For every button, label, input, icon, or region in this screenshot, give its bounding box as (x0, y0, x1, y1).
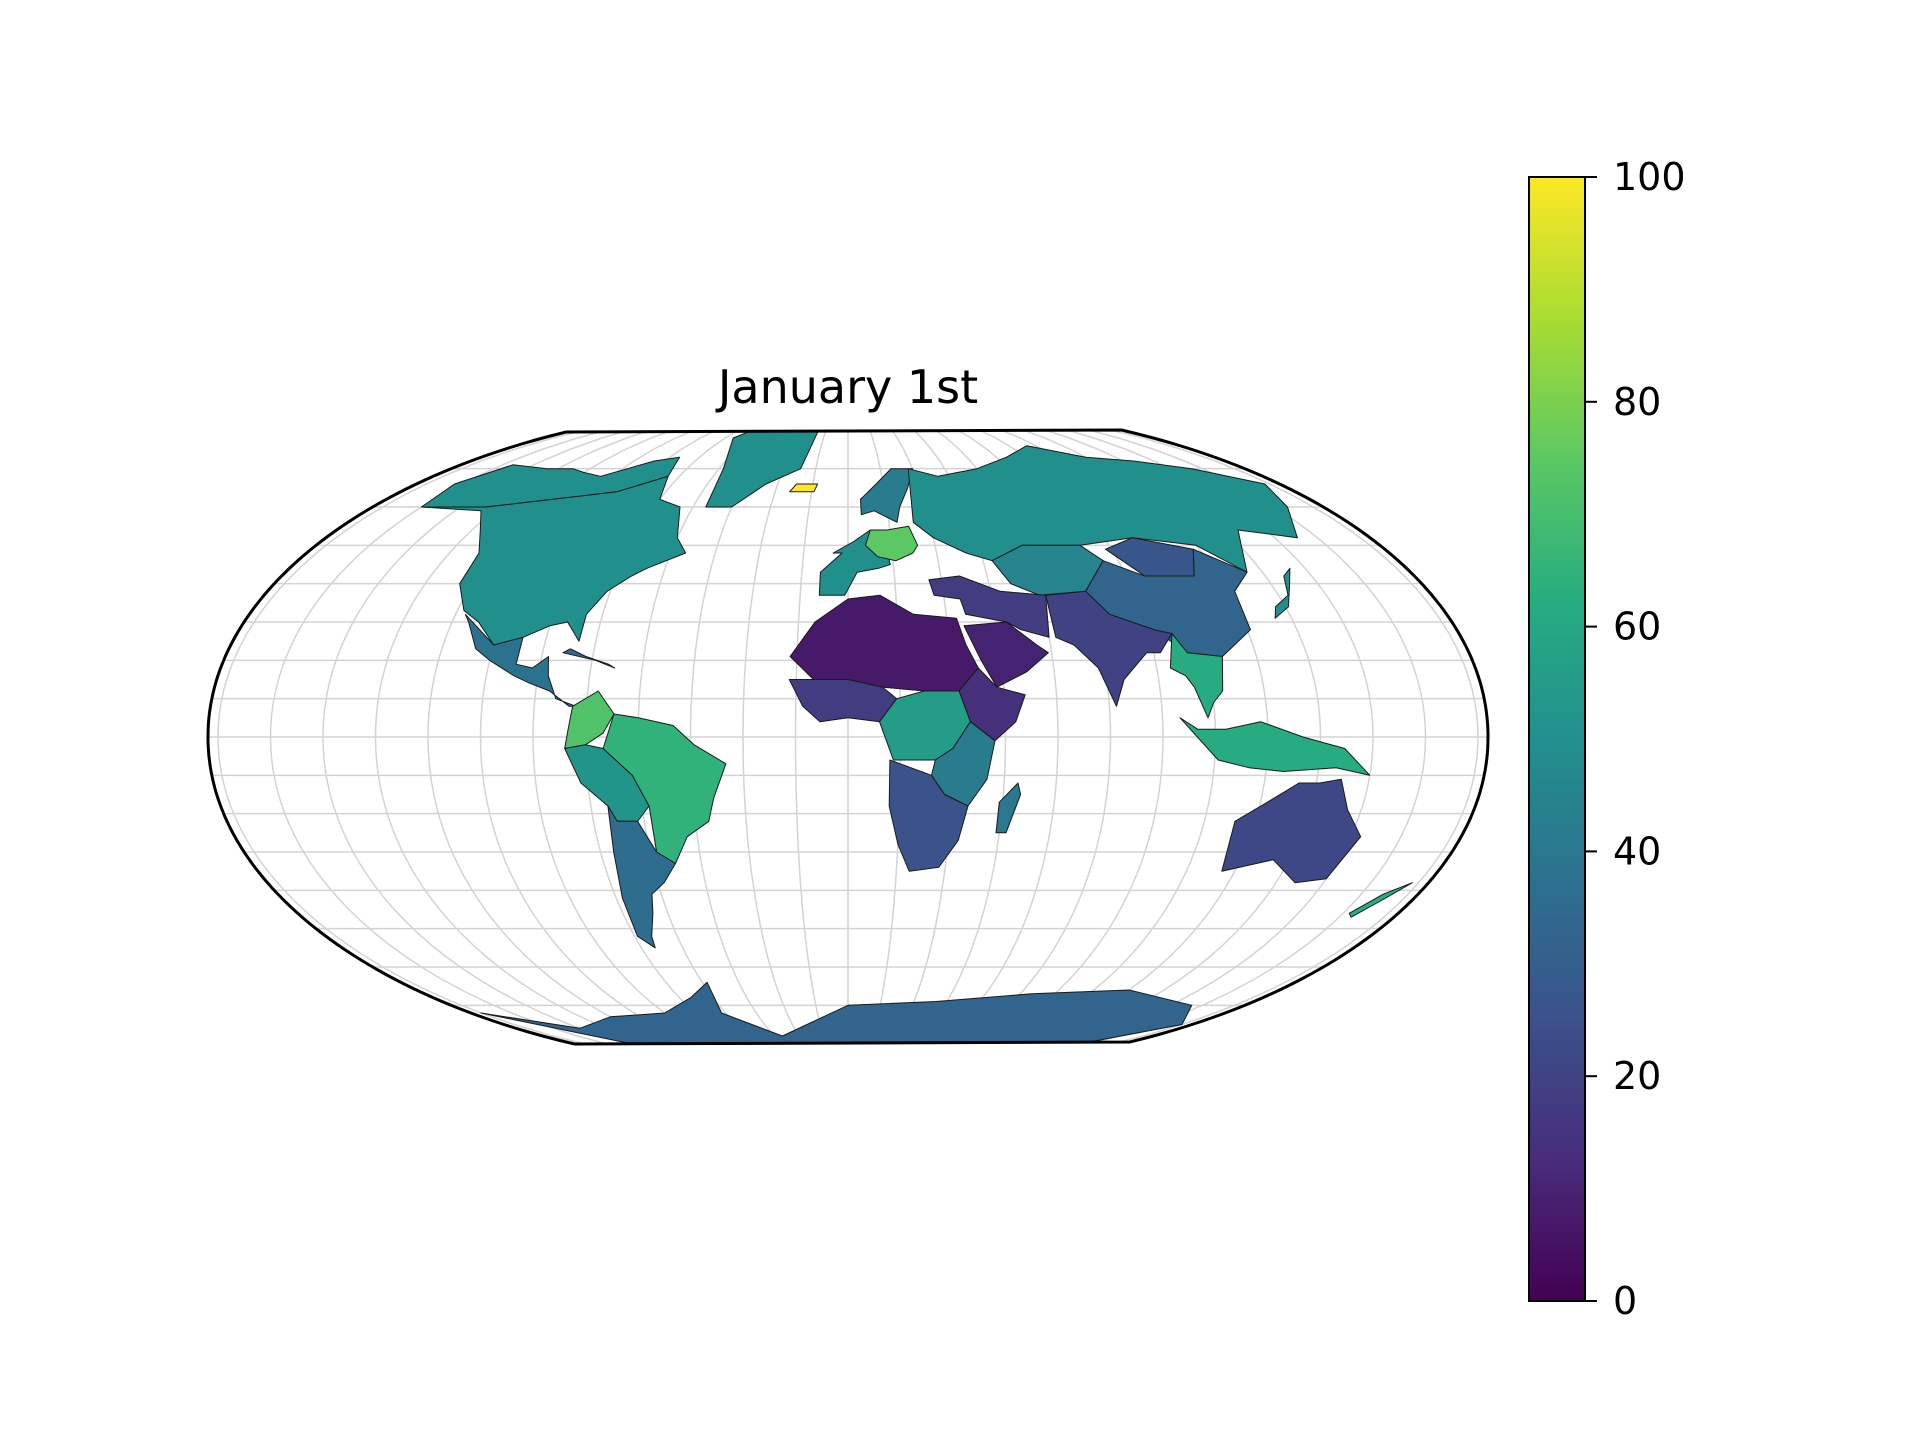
land-layer (420, 430, 1413, 1044)
region-indonesia (1179, 717, 1371, 776)
colorbar-gradient (1528, 176, 1586, 1302)
colorbar-tick-label: 80 (1613, 380, 1661, 424)
region-russia (907, 445, 1298, 573)
map-area (206, 428, 1490, 1046)
map-title: January 1st (715, 360, 978, 414)
graticule-meridian (217, 430, 819, 1044)
region-central-europe (864, 525, 919, 562)
region-middle-east (928, 575, 1050, 638)
colorbar-tick-label: 0 (1613, 1279, 1637, 1323)
graticule-meridian (877, 430, 1479, 1044)
colorbar-tick-label: 100 (1613, 155, 1686, 199)
region-japan (1274, 567, 1291, 619)
region-arabian-peninsula (963, 621, 1049, 688)
colorbar-tick-label: 40 (1613, 829, 1661, 873)
colorbar-tick-label: 20 (1613, 1054, 1661, 1098)
graticule-meridian (794, 430, 847, 1044)
region-brazil (602, 713, 727, 864)
region-colombia-ecuador (564, 690, 615, 749)
region-australia (1221, 778, 1362, 884)
region-new-zealand (1348, 882, 1413, 918)
colorbar-tick-label: 60 (1613, 605, 1661, 649)
region-madagascar (995, 782, 1022, 834)
region-caribbean (562, 648, 616, 669)
region-argentina-chile (607, 805, 676, 949)
map-outline (206, 428, 1490, 1046)
region-india-south-asia (1045, 590, 1173, 707)
colorbar-ticks: 0 20 40 60 80 100 (1585, 155, 1686, 1323)
colorbar: 0 20 40 60 80 100 (1528, 155, 1686, 1323)
region-north-america (420, 475, 687, 646)
region-southeast-asia (1169, 633, 1224, 719)
graticule-meridian (742, 430, 844, 1044)
region-iceland (789, 483, 819, 493)
region-greenland (705, 430, 820, 508)
region-southern-africa (888, 759, 969, 872)
region-peru-bolivia (564, 744, 650, 822)
